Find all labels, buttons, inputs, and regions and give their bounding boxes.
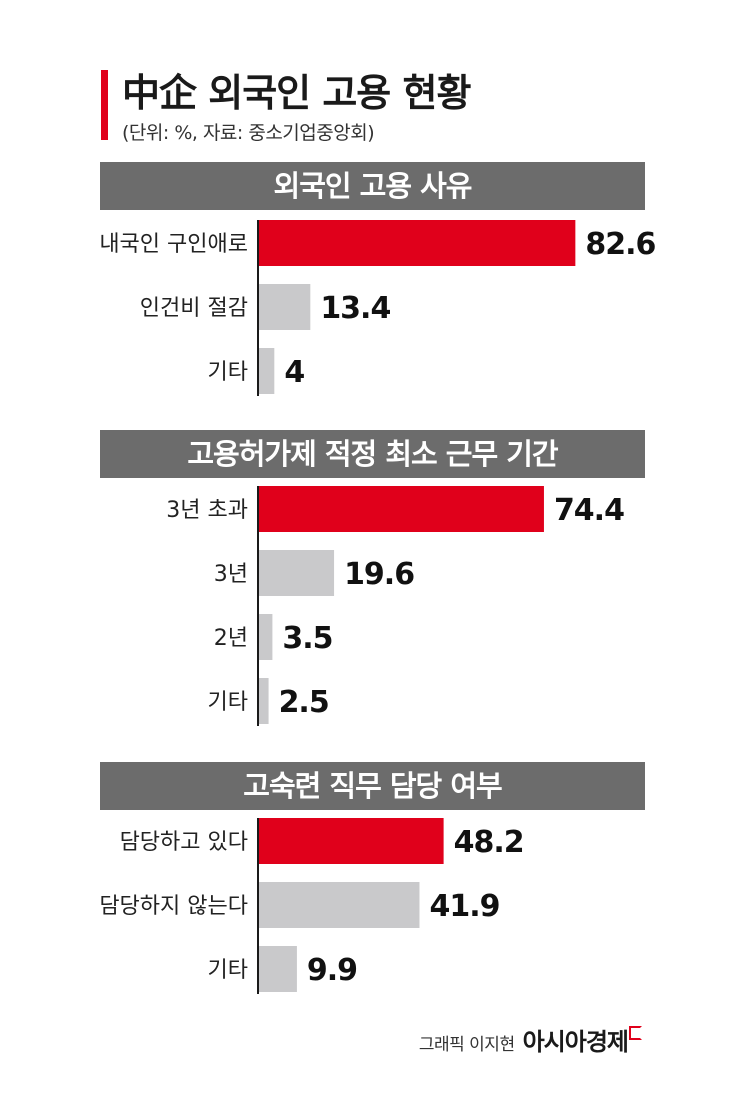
category-label: 담당하고 있다	[120, 830, 248, 855]
bar-3	[259, 348, 275, 394]
page-subtitle: (단위: %, 자료: 중소기업중앙회)	[122, 122, 375, 144]
value-label: 3.5	[282, 621, 332, 656]
graphic-credit: 그래픽 이지현	[418, 1035, 515, 1055]
brand-mark-icon	[629, 1026, 642, 1040]
brand-name: 아시아경제	[522, 1028, 629, 1056]
title-accent-bar	[101, 70, 108, 140]
category-label: 내국인 구인애로	[99, 232, 248, 257]
category-label: 2년	[214, 626, 248, 651]
value-label: 2.5	[279, 685, 329, 720]
category-label: 인건비 절감	[140, 296, 248, 321]
chart-work-period: 3년 초과 74.4 3년 19.6 2년 3.5 기타 2.5	[166, 486, 625, 726]
category-label: 기타	[208, 360, 248, 385]
category-label: 3년	[214, 562, 248, 587]
bar-2	[259, 284, 311, 330]
value-label: 41.9	[429, 889, 499, 924]
bar-1	[259, 486, 544, 532]
bar-2	[259, 550, 335, 596]
value-label: 82.6	[585, 227, 655, 262]
bar-2	[259, 882, 420, 928]
bar-4	[259, 678, 269, 724]
section-header-3: 고숙련 직무 담당 여부	[100, 762, 645, 810]
page-title: 中企 외국인 고용 현황	[122, 71, 471, 115]
bar-3	[259, 614, 273, 660]
value-label: 9.9	[307, 953, 357, 988]
value-label: 19.6	[344, 557, 414, 592]
chart-skilled-duty: 담당하고 있다 48.2 담당하지 않는다 41.9 기타 9.9	[99, 818, 525, 994]
value-label: 4	[284, 355, 304, 390]
credit-line: 그래픽 이지현 아시아경제	[419, 1022, 642, 1057]
section-header-1: 외국인 고용 사유	[100, 162, 645, 210]
value-label: 13.4	[320, 291, 390, 326]
value-label: 74.4	[554, 493, 624, 528]
section-header-2: 고용허가제 적정 최소 근무 기간	[100, 430, 645, 478]
category-label: 기타	[208, 690, 248, 715]
value-label: 48.2	[454, 825, 524, 860]
category-label: 담당하지 않는다	[99, 894, 248, 919]
bar-1	[259, 220, 576, 266]
bar-1	[259, 818, 444, 864]
chart-hiring-reason: 내국인 구인애로 82.6 인건비 절감 13.4 기타 4	[99, 220, 657, 396]
brand-logo: 아시아경제	[523, 1022, 642, 1057]
category-label: 3년 초과	[166, 498, 248, 523]
category-label: 기타	[208, 958, 248, 983]
bar-3	[259, 946, 297, 992]
